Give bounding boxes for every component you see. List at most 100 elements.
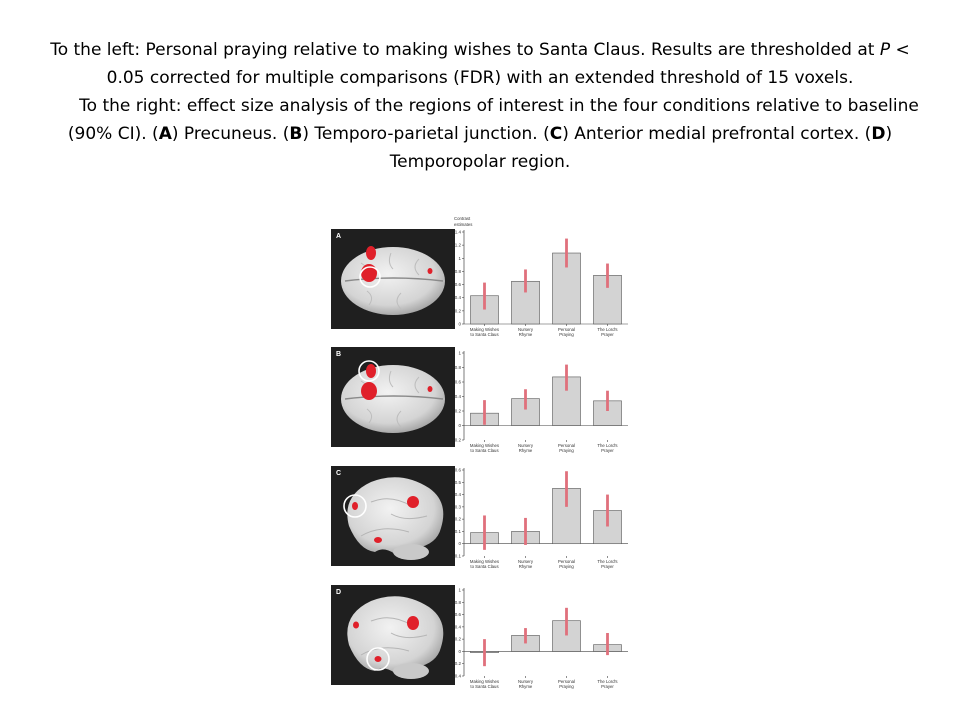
x-tick-label: Prayer	[601, 564, 614, 569]
brain-image-b: B	[331, 347, 455, 447]
y-tick-label: 0.4	[455, 492, 462, 497]
brain-image-c: C	[331, 466, 455, 566]
y-tick-label: -0.2	[453, 661, 461, 666]
panel-letter-b: B	[336, 351, 342, 358]
activation-blob	[374, 656, 382, 662]
y-tick-label: 0.6	[455, 612, 462, 617]
x-tick-label: to Santa Claus	[470, 332, 498, 337]
y-tick-label: 0.4	[455, 624, 462, 629]
y-tick-label: 0.2	[455, 409, 462, 414]
y-tick-label: 0.8	[455, 600, 462, 605]
activation-blob	[352, 502, 358, 510]
activation-blob	[427, 386, 433, 392]
brain-shape	[347, 477, 444, 556]
brain-shape	[347, 596, 444, 675]
y-tick-label: 0.6	[455, 380, 462, 385]
x-tick-label: Rhyme	[519, 684, 533, 689]
activation-blob	[407, 616, 419, 630]
x-tick-label: Praying	[559, 684, 574, 689]
x-tick-label: Nursery	[518, 443, 534, 448]
panel-letter-c: C	[336, 470, 342, 477]
brain-image-a: A	[331, 229, 455, 329]
y-tick-label: 0	[458, 541, 461, 546]
x-tick-label: Making Wishes	[470, 559, 499, 564]
y-tick-label: 0.6	[455, 282, 462, 287]
x-tick-label: Nursery	[518, 679, 534, 684]
y-tick-label: 0.8	[455, 365, 462, 370]
y-tick-label: 1	[458, 588, 461, 593]
y-axis-label: estimates	[454, 222, 472, 227]
y-tick-label: 1	[458, 351, 461, 356]
y-tick-label: 0.5	[455, 480, 462, 485]
y-tick-label: 0.8	[455, 269, 462, 274]
y-tick-label: 0	[458, 423, 461, 428]
x-tick-label: Prayer	[601, 684, 614, 689]
x-tick-label: Nursery	[518, 559, 534, 564]
y-tick-label: 1.4	[455, 230, 462, 235]
y-tick-label: 0	[458, 649, 461, 654]
y-tick-label: 0.1	[455, 529, 462, 534]
x-tick-label: The Lord's	[597, 679, 617, 684]
x-tick-label: Rhyme	[519, 332, 533, 337]
y-axis-label: Contrast	[454, 216, 471, 221]
x-tick-label: The Lord's	[597, 559, 617, 564]
x-tick-label: Making Wishes	[470, 679, 499, 684]
roi-circle	[359, 266, 381, 288]
activation-blob	[374, 537, 382, 543]
brain-render	[341, 246, 445, 315]
figure-caption: To the left: Personal praying relative t…	[40, 36, 920, 176]
roi-circle	[343, 494, 367, 518]
y-tick-label: 0.6	[455, 468, 462, 473]
brain-render	[341, 360, 445, 433]
roi-circle	[358, 360, 380, 382]
x-tick-label: Praying	[559, 332, 574, 337]
x-tick-label: Personal	[558, 559, 575, 564]
y-tick-label: 1.2	[455, 243, 462, 248]
activation-blob	[353, 621, 359, 629]
caption-left: To the left: Personal praying relative t…	[50, 40, 910, 88]
y-tick-label: 0.4	[455, 394, 462, 399]
activation-blob	[361, 382, 377, 400]
x-tick-label: Prayer	[601, 448, 614, 453]
x-tick-label: Praying	[559, 564, 574, 569]
brain-shape	[341, 247, 445, 315]
x-tick-label: Prayer	[601, 332, 614, 337]
x-tick-label: Rhyme	[519, 564, 533, 569]
activation-blob	[427, 268, 433, 274]
y-tick-label: 0	[458, 322, 461, 327]
x-tick-label: The Lord's	[597, 327, 617, 332]
brain-image-d: D	[331, 585, 455, 685]
x-tick-label: Personal	[558, 327, 575, 332]
x-tick-label: Nursery	[518, 327, 534, 332]
x-tick-label: Praying	[559, 448, 574, 453]
x-tick-label: The Lord's	[597, 443, 617, 448]
x-tick-label: to Santa Claus	[470, 684, 498, 689]
x-tick-label: to Santa Claus	[470, 448, 498, 453]
x-tick-label: to Santa Claus	[470, 564, 498, 569]
x-tick-label: Making Wishes	[470, 327, 499, 332]
x-tick-label: Personal	[558, 679, 575, 684]
y-tick-label: 1	[458, 256, 461, 261]
caption-right: To the right: effect size analysis of th…	[67, 96, 919, 172]
brain-render	[347, 596, 444, 679]
x-tick-label: Rhyme	[519, 448, 533, 453]
y-tick-label: 0.2	[455, 517, 462, 522]
activation-blob	[366, 246, 376, 260]
brain-shape	[341, 365, 445, 433]
brain-render	[343, 477, 444, 560]
panel-letter-a: A	[336, 233, 342, 240]
y-tick-label: -0.1	[453, 554, 461, 559]
roi-circle	[366, 647, 390, 671]
panel-letter-d: D	[336, 589, 342, 596]
activation-blob	[407, 496, 419, 508]
y-tick-label: 0.2	[455, 637, 462, 642]
y-tick-label: 0.2	[455, 308, 462, 313]
y-tick-label: 0.4	[455, 295, 462, 300]
activation-blob	[366, 364, 376, 378]
x-tick-label: Personal	[558, 443, 575, 448]
